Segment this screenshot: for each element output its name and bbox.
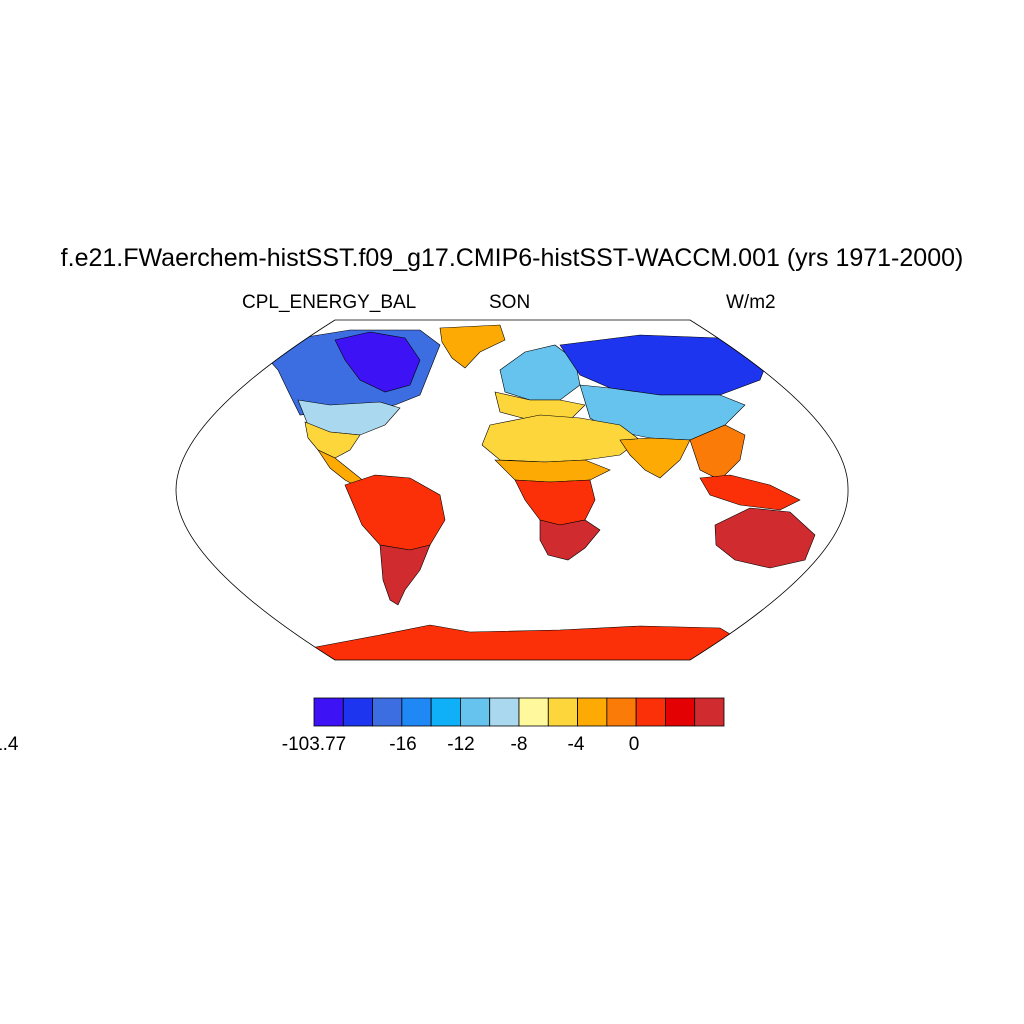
region-indonesia [699,474,801,511]
map-outline [175,319,849,661]
region-mediterranean [494,391,586,421]
colorbar-label: -8 [510,734,528,755]
region-southeast-asia [689,424,746,481]
colorbar-swatch [430,697,461,727]
colorbar-label: -16 [389,734,417,755]
colorbar-label: 0 [628,734,640,755]
region-antarctica [299,624,741,660]
colorbar-swatch [518,697,549,727]
region-sahara-middle-east [481,414,641,463]
colorbar-swatch [635,697,666,727]
region-sahel-south-asia [494,459,611,483]
colorbar-swatch [606,697,637,727]
units-label: W/m2 [726,292,776,313]
region-north-america-south [304,421,361,459]
colorbar-swatch [372,697,403,727]
colorbar-label: -4 [567,734,585,755]
region-south-america [344,474,446,551]
region-south-america-southern [379,544,431,606]
colorbar-swatch [577,697,608,727]
colorbar-swatch [694,697,725,727]
colorbar-label: 31.4 [0,734,19,755]
region-north-america-arctic [334,331,421,393]
colorbar-swatch [460,697,491,727]
variable-name: CPL_ENERGY_BAL [242,292,417,313]
colorbar-swatch [489,697,520,727]
colorbar-swatch [547,697,578,727]
region-southern-africa [539,519,601,561]
colorbar-swatch [401,697,432,727]
region-australia [714,507,816,569]
colorbar [313,697,725,727]
region-greenland [439,324,506,369]
region-new-zealand [794,567,826,591]
season-label: SON [489,292,531,313]
region-sahel-south-asia [619,437,691,479]
map-land [261,324,826,660]
plot-title: f.e21.FWaerchem-histSST.f09_g17.CMIP6-hi… [60,244,964,272]
colorbar-swatch [665,697,696,727]
region-siberia [559,334,771,396]
region-central-africa [514,479,596,526]
colorbar-label: -103.77 [281,734,347,755]
colorbar-swatch [313,697,344,727]
colorbar-swatch [342,697,373,727]
colorbar-label: -12 [447,734,475,755]
